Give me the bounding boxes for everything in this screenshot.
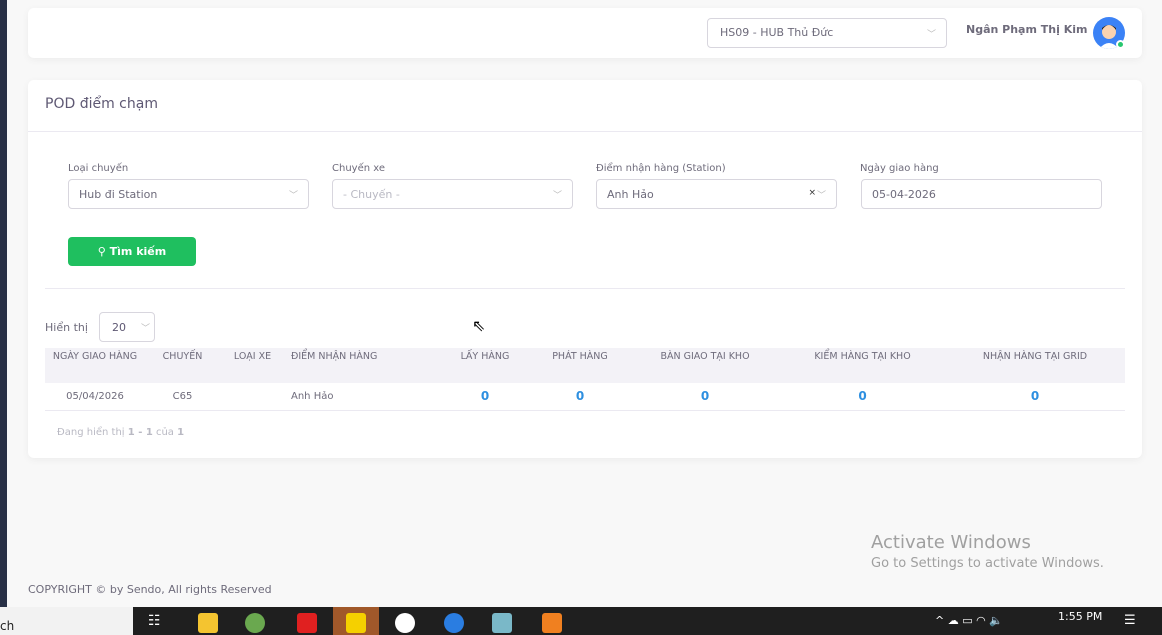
mouse-cursor-icon: ⇖	[472, 316, 486, 335]
chuyen-xe-placeholder: - Chuyến -	[343, 188, 400, 201]
page-size-value: 20	[112, 321, 126, 334]
ngay-input[interactable]: 05-04-2026	[861, 179, 1102, 209]
zalo-icon[interactable]	[444, 613, 464, 633]
chuyen-xe-select[interactable]: - Chuyến - ﹀	[332, 179, 573, 209]
page-title: POD điểm chạm	[45, 96, 158, 112]
info-prefix: Đang hiển thị	[57, 427, 128, 438]
user-name[interactable]: Ngân Phạm Thị Kim	[966, 23, 1088, 36]
cell-ban-giao[interactable]: 0	[630, 383, 780, 411]
divider	[28, 131, 1142, 132]
cell-kiem-hang[interactable]: 0	[780, 383, 945, 411]
chrome-icon[interactable]	[245, 613, 265, 633]
col-phat-hang: PHÁT HÀNG	[530, 348, 630, 383]
divider	[45, 288, 1125, 289]
tray-icons[interactable]: ^ ☁ ▭ ◠ 🔈	[935, 614, 1003, 627]
app-icon[interactable]	[395, 613, 415, 633]
cell-diem-nhan: Anh Hảo	[285, 383, 440, 411]
chevron-down-icon: ﹀	[288, 191, 298, 201]
active-app[interactable]	[333, 607, 379, 635]
clock[interactable]: 1:55 PM	[1058, 610, 1103, 623]
info-mid: của	[152, 427, 178, 438]
chevron-down-icon: ﹀	[552, 191, 562, 201]
diem-nhan-label: Điểm nhận hàng (Station)	[596, 163, 726, 174]
loai-chuyen-label: Loại chuyến	[68, 163, 129, 174]
table-header: NGÀY GIAO HÀNG CHUYẾN LOẠI XE ĐIỂM NHẬN …	[45, 348, 1125, 383]
col-loai-xe: LOẠI XE	[220, 348, 285, 383]
table-row: 05/04/2026 C65 Anh Hảo 0 0 0 0 0	[45, 383, 1125, 411]
online-status-icon	[1116, 40, 1125, 49]
info-total: 1	[177, 427, 185, 438]
clear-icon[interactable]: ×	[808, 188, 816, 198]
navbar: HS09 - HUB Thủ Đức ﹀ Ngân Phạm Thị Kim	[28, 8, 1142, 58]
loai-chuyen-value: Hub đi Station	[79, 188, 158, 201]
diem-nhan-select[interactable]: Anh Hảo × ﹀	[596, 179, 837, 209]
watermark-title: Activate Windows	[871, 532, 1031, 553]
pod-table: NGÀY GIAO HÀNG CHUYẾN LOẠI XE ĐIỂM NHẬN …	[45, 348, 1125, 411]
chevron-down-icon: ﹀	[816, 191, 826, 201]
search-button[interactable]: ⚲ Tìm kiếm	[68, 237, 196, 266]
copyright: COPYRIGHT © by Sendo, All rights Reserve…	[28, 583, 272, 596]
search-label: Tìm kiếm	[109, 245, 167, 258]
hub-value: HS09 - HUB Thủ Đức	[720, 26, 834, 39]
taskbar-search[interactable]: ch	[0, 607, 133, 635]
show-label: Hiển thị	[45, 321, 88, 334]
watermark-sub: Go to Settings to activate Windows.	[871, 556, 1104, 571]
task-view-icon[interactable]: ☷	[148, 613, 161, 629]
app-icon[interactable]	[542, 613, 562, 633]
cell-phat-hang[interactable]: 0	[530, 383, 630, 411]
cell-nhan-hang[interactable]: 0	[945, 383, 1125, 411]
chevron-down-icon: ﹀	[140, 324, 150, 334]
col-lay-hang: LẤY HÀNG	[440, 348, 530, 383]
wps-icon[interactable]	[297, 613, 317, 633]
sidebar-edge	[0, 0, 7, 607]
col-kiem-hang: KIỂM HÀNG TẠI KHO	[780, 348, 945, 383]
col-chuyen: CHUYẾN	[145, 348, 220, 383]
notes-icon	[346, 613, 366, 633]
page-size-select[interactable]: 20 ﹀	[99, 312, 155, 342]
col-nhan-hang: NHẬN HÀNG TẠI GRID	[945, 348, 1125, 383]
search-icon: ⚲	[97, 245, 110, 258]
loai-chuyen-select[interactable]: Hub đi Station ﹀	[68, 179, 309, 209]
avatar[interactable]	[1093, 17, 1125, 49]
col-ban-giao: BÀN GIAO TẠI KHO	[630, 348, 780, 383]
col-ngay: NGÀY GIAO HÀNG	[45, 348, 145, 383]
chuyen-xe-label: Chuyến xe	[332, 163, 386, 174]
col-diem-nhan: ĐIỂM NHẬN HÀNG	[285, 348, 440, 383]
pagination-info: Đang hiển thị 1 - 1 của 1	[57, 427, 184, 438]
taskbar: ch ☷ ^ ☁ ▭ ◠ 🔈 1:55 PM ☰	[0, 607, 1162, 635]
cell-ngay: 05/04/2026	[45, 383, 145, 411]
info-range: 1 - 1	[127, 427, 153, 438]
app-icon[interactable]	[492, 613, 512, 633]
cell-lay-hang[interactable]: 0	[440, 383, 530, 411]
cell-loai-xe	[220, 383, 285, 411]
chevron-down-icon: ﹀	[926, 30, 936, 40]
cell-chuyen: C65	[145, 383, 220, 411]
diem-nhan-value: Anh Hảo	[607, 188, 654, 201]
notification-icon[interactable]: ☰	[1124, 613, 1136, 628]
file-explorer-icon[interactable]	[198, 613, 218, 633]
activate-windows-watermark: Activate Windows Go to Settings to activa…	[871, 532, 1104, 571]
ngay-label: Ngày giao hàng	[860, 163, 939, 174]
pod-card: POD điểm chạm Loại chuyến Hub đi Station…	[28, 80, 1142, 458]
hub-select[interactable]: HS09 - HUB Thủ Đức ﹀	[707, 18, 947, 48]
